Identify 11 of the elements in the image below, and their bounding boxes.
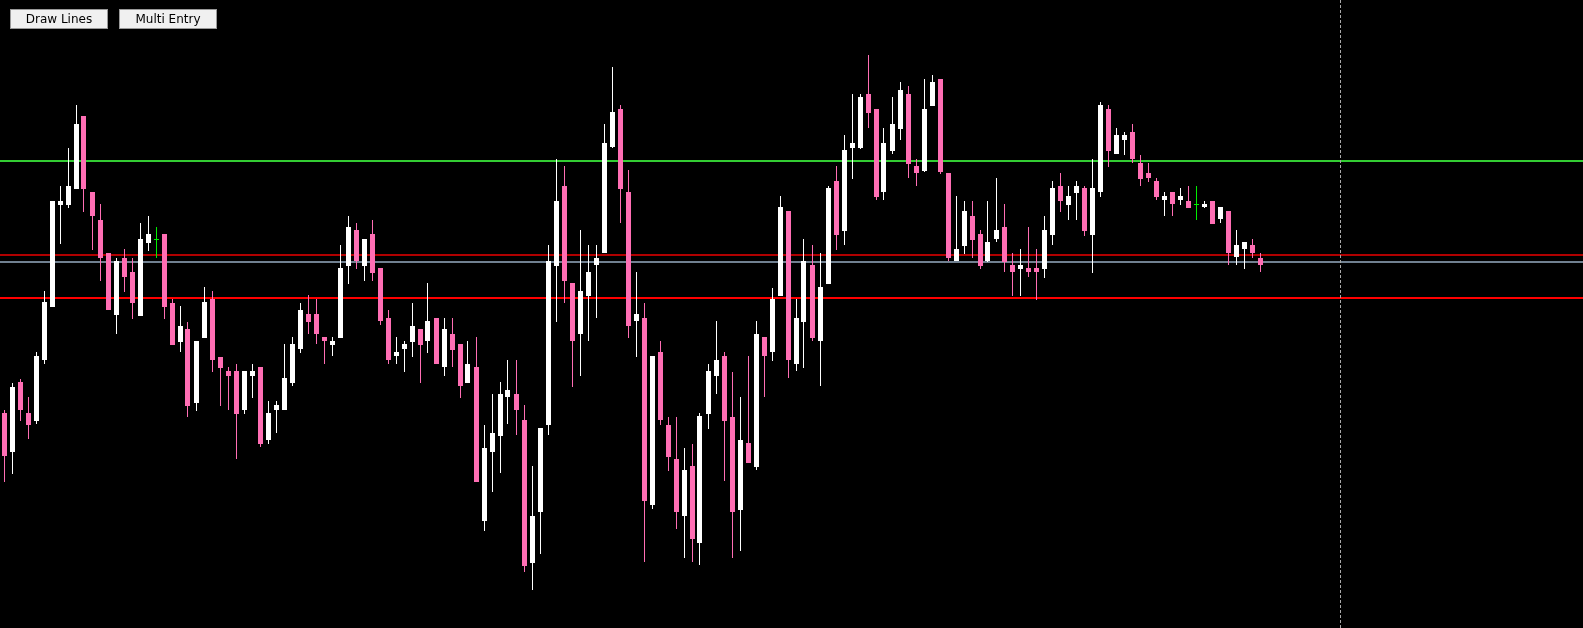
candlestick — [58, 186, 63, 244]
candlestick — [850, 94, 855, 179]
candlestick — [634, 272, 639, 357]
candlestick — [594, 245, 599, 318]
candlestick — [154, 227, 159, 258]
candlestick — [1034, 249, 1039, 300]
text: Draw Lines — [10, 9, 108, 29]
candlestick — [1026, 227, 1031, 277]
candlestick — [1018, 249, 1023, 296]
candlestick — [1194, 186, 1199, 220]
text: Multi Entry — [119, 9, 217, 29]
